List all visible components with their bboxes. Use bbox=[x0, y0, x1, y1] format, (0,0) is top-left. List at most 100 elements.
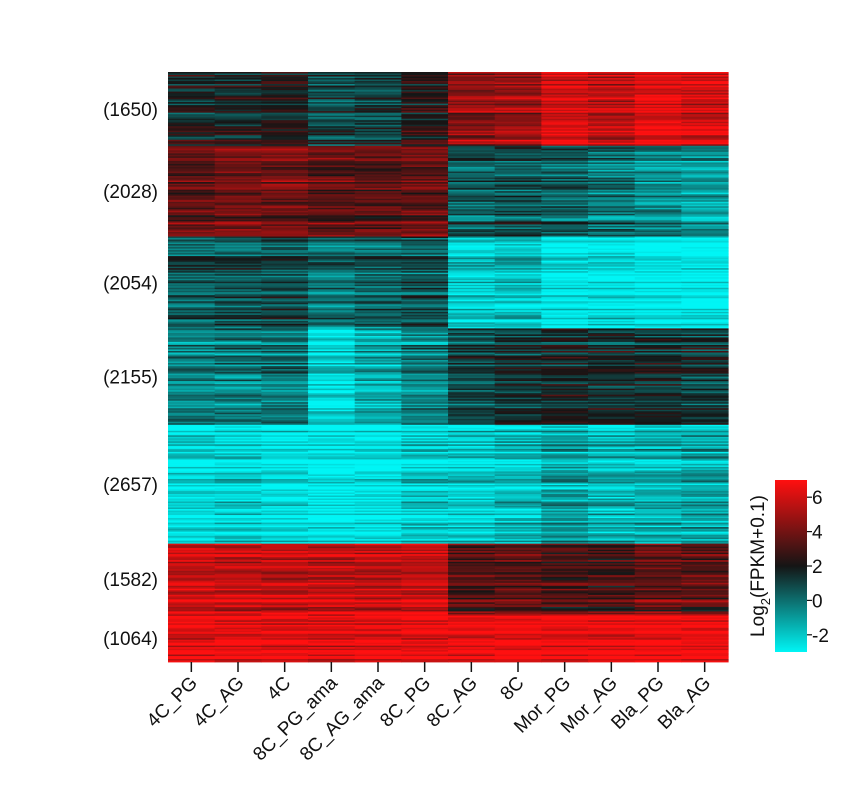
heatmap-cell bbox=[168, 103, 216, 106]
heatmap-cell bbox=[401, 166, 449, 169]
heatmap-cell bbox=[168, 111, 216, 114]
heatmap-cell bbox=[354, 82, 402, 85]
heatmap-cell bbox=[448, 317, 496, 320]
heatmap-cell bbox=[261, 358, 309, 361]
heatmap-cell bbox=[634, 250, 682, 252]
heatmap-cell bbox=[681, 533, 729, 536]
heatmap-cell bbox=[354, 308, 402, 311]
heatmap-cell bbox=[541, 314, 589, 317]
heatmap-cell bbox=[588, 334, 636, 337]
heatmap-cell bbox=[448, 203, 496, 206]
heatmap-cell bbox=[354, 438, 402, 441]
heatmap-cell bbox=[168, 281, 216, 284]
heatmap-cell bbox=[588, 305, 636, 308]
heatmap-cell bbox=[401, 487, 449, 490]
heatmap-cell bbox=[401, 557, 449, 560]
heatmap-cell bbox=[308, 157, 356, 160]
heatmap-cell bbox=[308, 378, 356, 381]
heatmap-cell bbox=[541, 76, 589, 79]
heatmap-cell bbox=[401, 320, 449, 323]
heatmap-cell bbox=[634, 290, 682, 293]
heatmap-cell bbox=[168, 468, 216, 471]
heatmap-cell bbox=[541, 133, 589, 136]
heatmap-cell bbox=[354, 124, 402, 127]
heatmap-cell bbox=[261, 102, 309, 105]
heatmap-cell bbox=[448, 429, 496, 432]
heatmap-cell bbox=[354, 409, 402, 412]
heatmap-cell bbox=[634, 253, 682, 255]
heatmap-cell bbox=[168, 608, 216, 611]
heatmap-cell bbox=[354, 657, 402, 660]
heatmap-cell bbox=[168, 302, 216, 305]
heatmap-cell bbox=[448, 524, 496, 526]
heatmap-cell bbox=[308, 587, 356, 590]
heatmap-cell bbox=[168, 173, 216, 175]
heatmap-cell bbox=[494, 235, 542, 237]
heatmap-cell bbox=[588, 385, 636, 388]
heatmap-cell bbox=[494, 585, 542, 588]
heatmap-cell bbox=[261, 501, 309, 504]
heatmap-cell bbox=[401, 478, 449, 481]
heatmap-cell bbox=[634, 319, 682, 322]
heatmap-cell bbox=[588, 233, 636, 236]
heatmap-cell bbox=[634, 561, 682, 564]
heatmap-cell bbox=[401, 127, 449, 130]
heatmap-cell bbox=[308, 198, 356, 201]
heatmap-cell bbox=[401, 609, 449, 612]
heatmap-cell bbox=[634, 244, 682, 246]
heatmap-cell bbox=[448, 572, 496, 575]
heatmap-cell bbox=[401, 272, 449, 275]
heatmap-cell bbox=[308, 111, 356, 114]
heatmap-cell bbox=[634, 135, 682, 138]
heatmap-cell bbox=[168, 444, 216, 447]
heatmap-cell bbox=[588, 200, 636, 203]
heatmap-cell bbox=[354, 361, 402, 364]
heatmap-cell bbox=[308, 242, 356, 245]
heatmap-cell bbox=[588, 157, 636, 160]
heatmap-cell bbox=[214, 412, 262, 415]
heatmap-cell bbox=[448, 518, 496, 520]
heatmap-cell bbox=[261, 465, 309, 468]
heatmap-cell bbox=[261, 364, 309, 367]
heatmap-cell bbox=[541, 112, 589, 115]
heatmap-cell bbox=[448, 471, 496, 474]
heatmap-cell bbox=[541, 659, 589, 661]
heatmap-cell bbox=[261, 244, 309, 246]
heatmap-cell bbox=[354, 503, 402, 505]
heatmap-cell bbox=[308, 271, 356, 274]
heatmap-cell bbox=[541, 274, 589, 277]
heatmap-cell bbox=[494, 157, 542, 160]
heatmap-cell bbox=[634, 552, 682, 555]
heatmap-cell bbox=[541, 280, 589, 283]
heatmap-cell bbox=[261, 337, 309, 340]
heatmap-cell bbox=[681, 313, 729, 316]
heatmap-cell bbox=[214, 453, 262, 456]
heatmap-cell bbox=[588, 238, 636, 240]
heatmap-cell bbox=[214, 384, 262, 387]
heatmap-cell bbox=[214, 530, 262, 532]
heatmap-cell bbox=[634, 275, 682, 278]
heatmap-cell bbox=[541, 587, 589, 590]
heatmap-cell bbox=[214, 608, 262, 611]
heatmap-cell bbox=[634, 516, 682, 519]
heatmap-cell bbox=[448, 81, 496, 83]
heatmap-cell bbox=[448, 126, 496, 129]
heatmap-cell bbox=[214, 564, 262, 567]
heatmap-cell bbox=[681, 403, 729, 406]
heatmap-cell bbox=[541, 160, 589, 163]
heatmap-cell bbox=[214, 317, 262, 320]
heatmap-cell bbox=[634, 156, 682, 159]
heatmap-cell bbox=[681, 290, 729, 293]
heatmap-cell bbox=[588, 363, 636, 365]
heatmap-cell bbox=[401, 569, 449, 572]
heatmap-cell bbox=[401, 241, 449, 243]
heatmap-cell bbox=[681, 230, 729, 233]
heatmap-cell bbox=[261, 81, 309, 83]
heatmap-cell bbox=[448, 632, 496, 635]
heatmap-cell bbox=[261, 531, 309, 534]
heatmap-cell bbox=[401, 238, 449, 240]
heatmap-cell bbox=[401, 203, 449, 206]
heatmap-cell bbox=[494, 326, 542, 329]
heatmap-cell bbox=[354, 159, 402, 162]
heatmap-cell bbox=[214, 301, 262, 304]
